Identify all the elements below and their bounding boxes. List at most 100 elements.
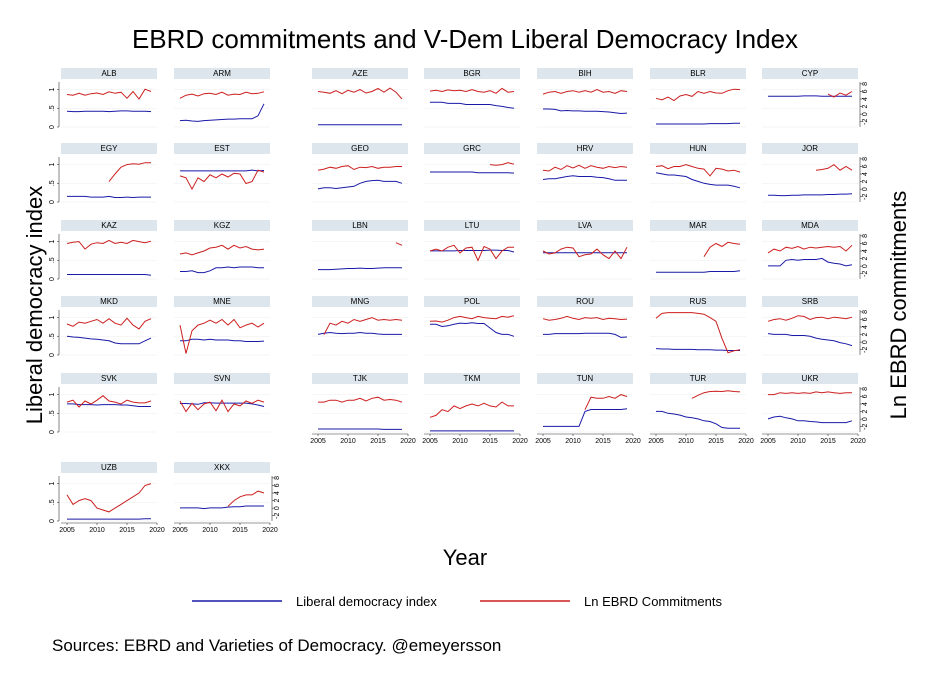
panel-mne: MNE xyxy=(174,296,270,356)
series-line-ebrd-commitments xyxy=(429,401,514,418)
panel-label: MNE xyxy=(213,297,231,306)
series-line-ebrd-commitments xyxy=(655,164,741,177)
x-tick-label: 2005 xyxy=(648,438,664,445)
x-tick-label: 2005 xyxy=(422,438,438,445)
right-tick-label: -2 xyxy=(862,118,869,124)
panel-header xyxy=(61,143,157,154)
right-tick-label: 4 xyxy=(862,172,869,176)
x-tick-label: 2010 xyxy=(89,527,105,534)
right-tick-label: 0 xyxy=(274,506,281,510)
panel-header xyxy=(312,373,408,384)
panel-header xyxy=(61,68,157,79)
right-tick-label: 6 xyxy=(862,317,869,321)
panel-header xyxy=(762,143,858,154)
panel-mng: MNG xyxy=(312,296,408,356)
panel-header xyxy=(650,373,746,384)
series-line-liberal-democracy xyxy=(656,122,740,125)
right-tick-label: 2 xyxy=(862,410,869,414)
panel-label: LBN xyxy=(352,221,368,230)
series-line-liberal-democracy xyxy=(430,249,515,253)
left-tick-label: 0 xyxy=(49,519,56,523)
panel-label: GRC xyxy=(463,144,481,153)
series-line-ebrd-commitments xyxy=(317,165,402,171)
panel-label: BIH xyxy=(578,69,592,78)
left-tick-label: 1 xyxy=(49,87,56,91)
panel-label: SVN xyxy=(214,374,231,383)
series-line-liberal-democracy xyxy=(767,333,853,347)
panel-header xyxy=(762,68,858,79)
series-line-liberal-democracy xyxy=(67,195,151,199)
series-line-ebrd-commitments xyxy=(318,396,403,403)
x-tick-label: 2010 xyxy=(202,527,218,534)
x-tick-label: 2020 xyxy=(400,438,416,445)
right-tick-label: 8 xyxy=(274,476,281,480)
panel-label: POL xyxy=(464,297,481,306)
right-tick-label: 0 xyxy=(862,187,869,191)
y-axis-right-label: Ln EBRD commitments xyxy=(886,191,911,420)
series-line-liberal-democracy xyxy=(180,338,265,342)
panel-hun: HUN xyxy=(650,143,746,203)
panel-tjk: TJK 2005 2010 2015 2020 xyxy=(310,373,416,445)
left-tick-label: 1 xyxy=(49,162,56,166)
panel-svk: SVK 0 .5 1 xyxy=(49,373,157,434)
series-line-liberal-democracy xyxy=(543,332,628,338)
x-tick-label: 2020 xyxy=(850,438,866,445)
panel-label: CYP xyxy=(802,69,818,78)
series-line-liberal-democracy xyxy=(180,169,265,172)
left-tick-label: 0 xyxy=(49,353,56,357)
series-line-ebrd-commitments xyxy=(179,169,265,191)
left-tick-label: 0 xyxy=(49,200,56,204)
panel-label: UZB xyxy=(101,463,117,472)
series-line-liberal-democracy xyxy=(768,193,853,197)
panel-header xyxy=(174,373,270,384)
panel-header xyxy=(312,296,408,307)
series-line-ebrd-commitments xyxy=(489,162,515,166)
right-tick-label: 8 xyxy=(862,310,869,314)
panel-header xyxy=(650,68,746,79)
panel-header xyxy=(174,143,270,154)
panel-header xyxy=(650,143,746,154)
x-axis-label: Year xyxy=(443,545,487,570)
panel-jor: JOR -2 0 2 4 6 8 xyxy=(762,143,869,203)
panel-header xyxy=(650,296,746,307)
series-line-ebrd-commitments xyxy=(179,244,265,256)
panel-label: JOR xyxy=(802,144,818,153)
panel-egy: EGY 0 .5 1 xyxy=(49,143,157,204)
panel-lva: LVA xyxy=(537,220,633,280)
x-tick-label: 2020 xyxy=(738,438,754,445)
panel-label: SRB xyxy=(802,297,818,306)
series-line-ebrd-commitments xyxy=(827,91,853,98)
panel-header xyxy=(424,220,520,231)
right-tick-label: -2 xyxy=(862,423,869,429)
series-line-liberal-democracy xyxy=(66,110,152,113)
panel-header xyxy=(61,220,157,231)
series-line-liberal-democracy xyxy=(430,322,515,337)
panel-srb: SRB -2 0 2 4 6 8 xyxy=(762,296,869,356)
panel-kgz: KGZ xyxy=(174,220,270,280)
panel-bih: BIH xyxy=(537,68,633,128)
x-tick-label: 2005 xyxy=(535,438,551,445)
source-note: Sources: EBRD and Varieties of Democracy… xyxy=(52,636,501,655)
series-line-ebrd-commitments xyxy=(584,394,628,410)
x-tick-label: 2005 xyxy=(310,438,326,445)
panel-label: MNG xyxy=(351,297,370,306)
left-tick-label: 1 xyxy=(49,315,56,319)
panel-label: TJK xyxy=(353,374,368,383)
series-line-ebrd-commitments xyxy=(542,164,628,172)
panel-label: SVK xyxy=(101,374,118,383)
panel-label: MAR xyxy=(689,221,707,230)
left-tick-label: 0 xyxy=(49,430,56,434)
right-tick-label: 8 xyxy=(862,82,869,86)
panel-label: ROU xyxy=(576,297,594,306)
panel-label: BLR xyxy=(690,69,706,78)
panel-aze: AZE xyxy=(312,68,408,128)
left-tick-label: .5 xyxy=(49,333,56,339)
series-line-ebrd-commitments xyxy=(108,162,151,182)
panel-xkx: XKX -2 0 2 4 6 8 2005 2010 2015 2020 xyxy=(172,462,281,534)
x-tick-label: 2010 xyxy=(678,438,694,445)
series-line-liberal-democracy xyxy=(180,402,265,407)
panel-label: RUS xyxy=(690,297,707,306)
series-line-ebrd-commitments xyxy=(703,241,741,257)
series-line-liberal-democracy xyxy=(655,348,740,351)
series-line-liberal-democracy xyxy=(317,179,403,190)
